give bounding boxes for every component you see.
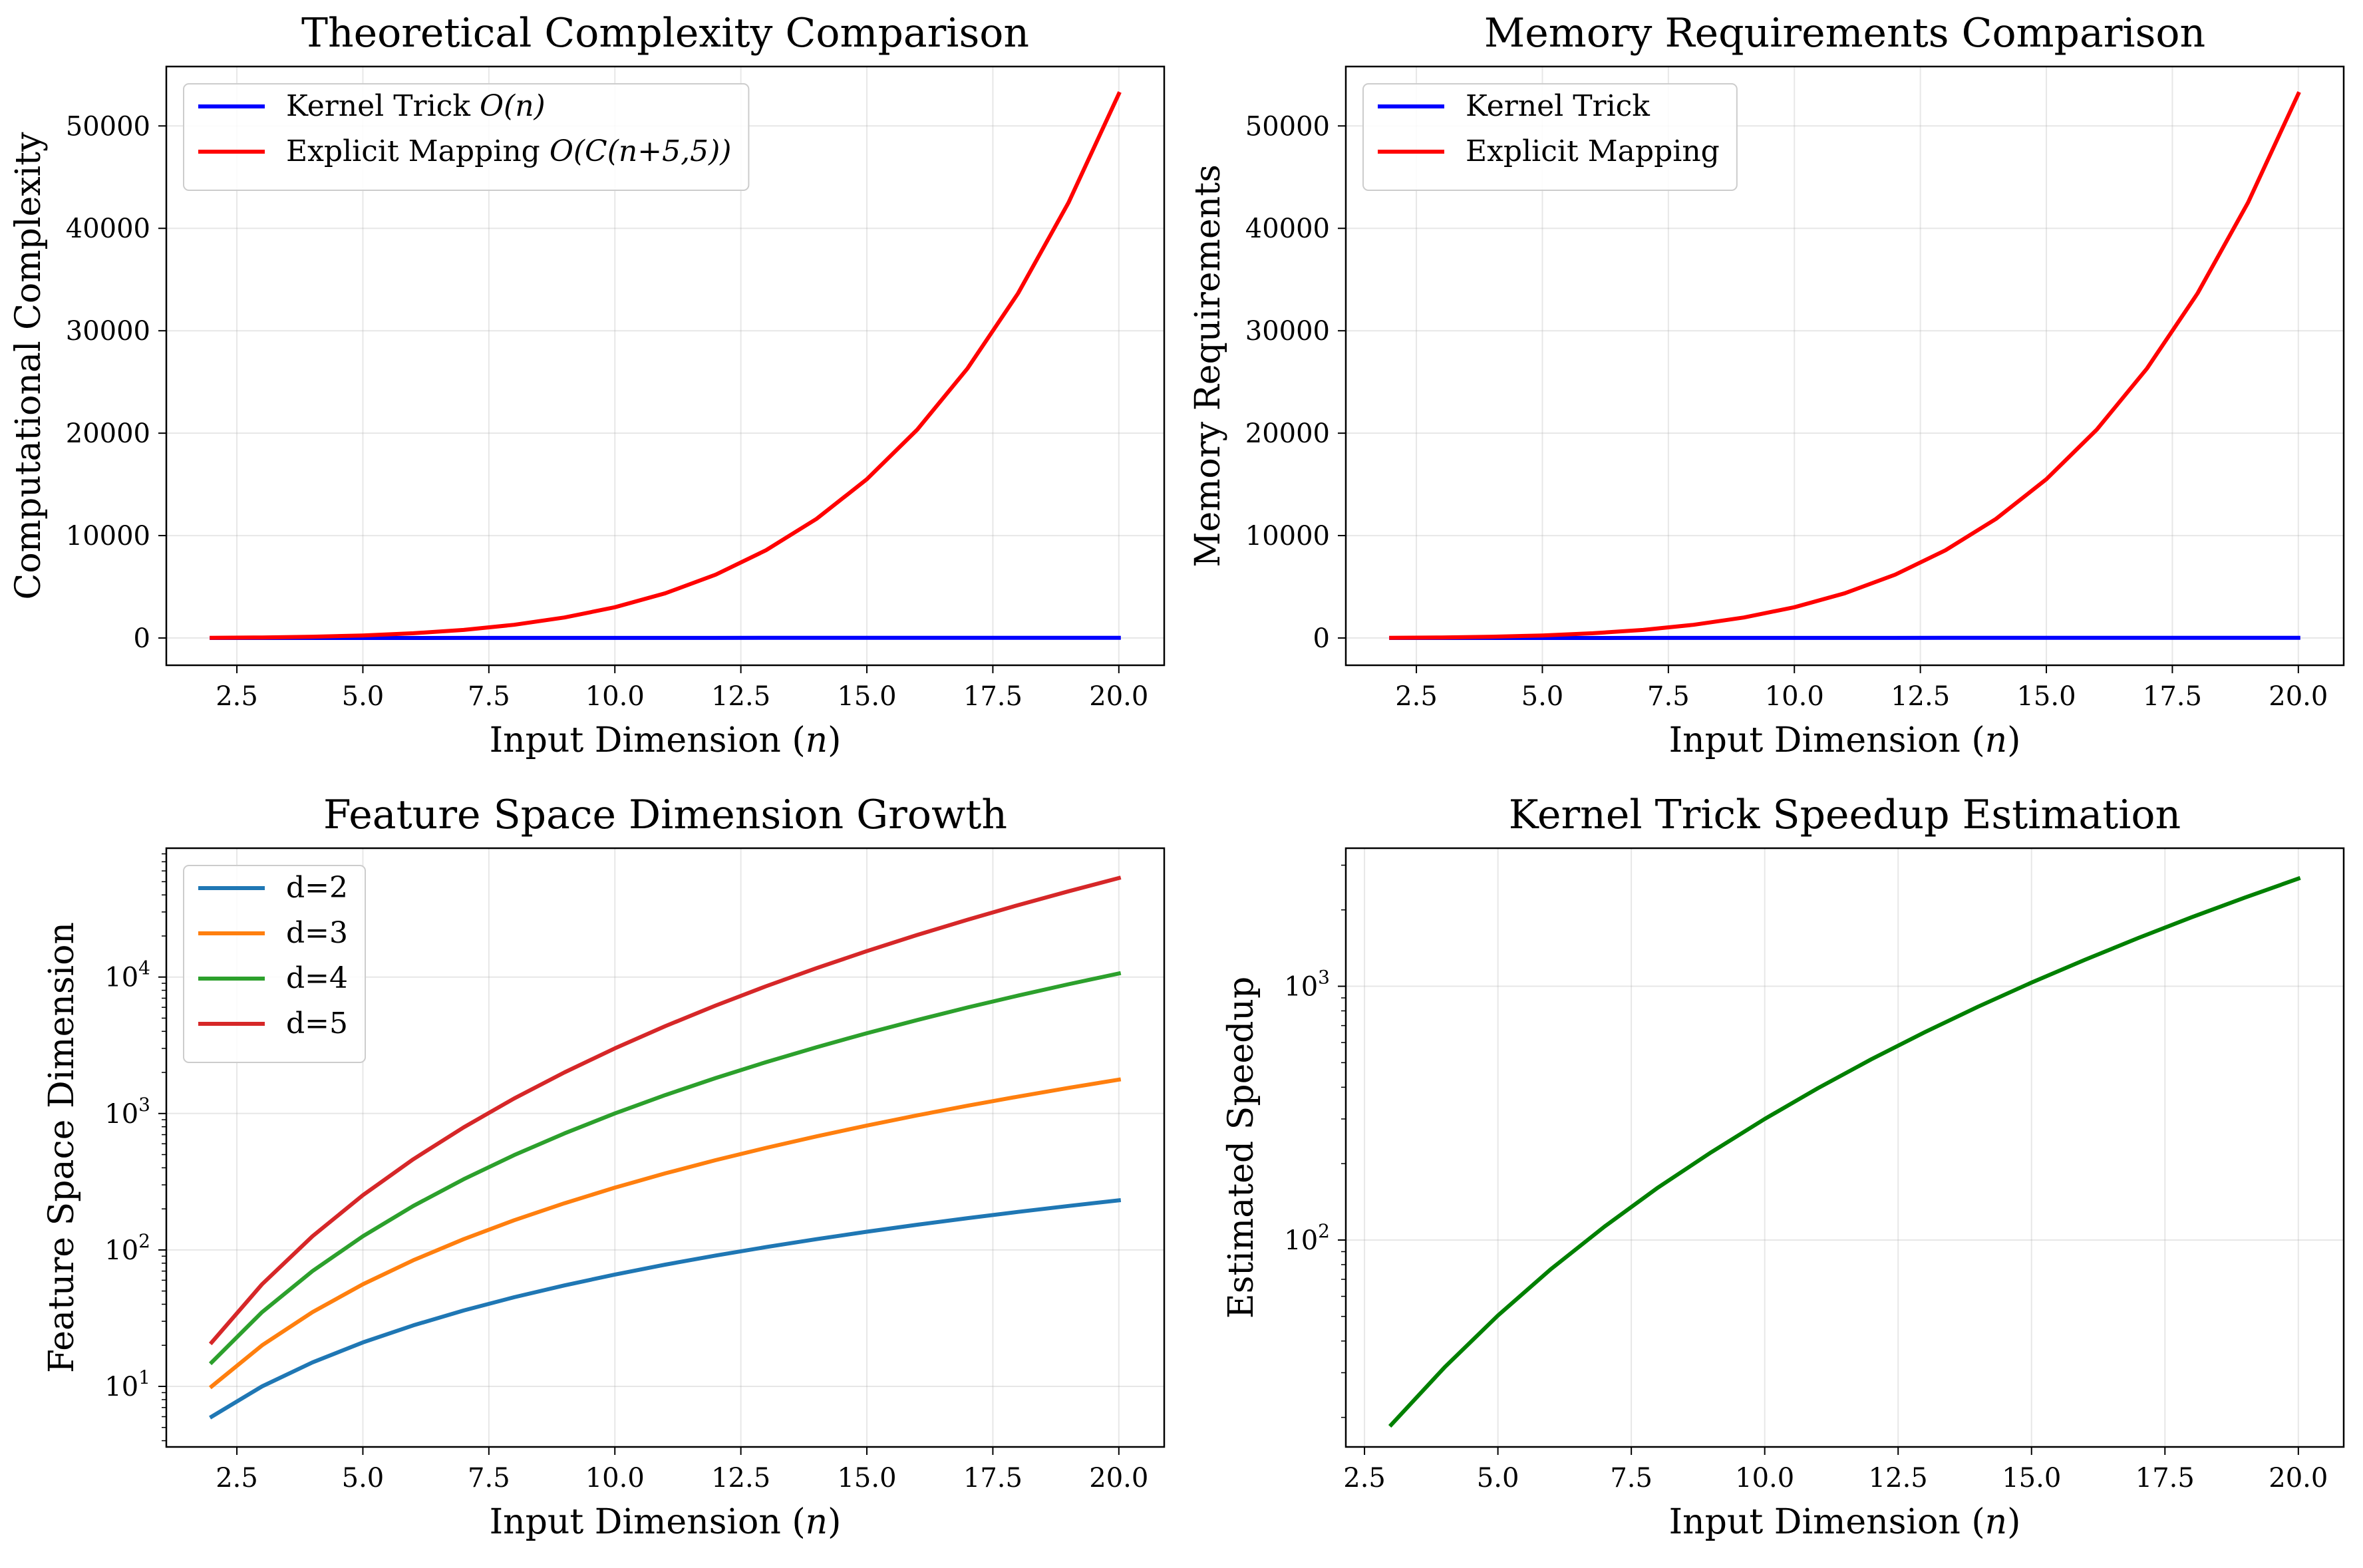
series-line-1 bbox=[1391, 879, 2298, 1425]
x-tick-label: 10.0 bbox=[1765, 681, 1824, 712]
x-tick-label: 20.0 bbox=[1089, 1463, 1148, 1493]
x-tick-label: 17.5 bbox=[2135, 1463, 2195, 1493]
x-tick-label: 7.5 bbox=[468, 681, 510, 712]
y-axis-label: Estimated Speedup bbox=[1221, 977, 1261, 1319]
x-tick-label: 12.5 bbox=[1891, 681, 1950, 712]
x-tick-label: 12.5 bbox=[711, 681, 770, 712]
legend-entry: d=2 bbox=[286, 871, 348, 905]
x-tick-label: 12.5 bbox=[1869, 1463, 1928, 1493]
x-axis-label: Input Dimension (n) bbox=[490, 1502, 842, 1542]
y-axis-label: Memory Requirements bbox=[1188, 164, 1228, 567]
y-tick-label: 10000 bbox=[66, 521, 150, 551]
axes-frame bbox=[1346, 848, 2344, 1447]
x-tick-label: 2.5 bbox=[1343, 1463, 1386, 1493]
x-tick-label: 7.5 bbox=[468, 1463, 510, 1493]
x-tick-label: 2.5 bbox=[216, 681, 258, 712]
y-tick-label: 102 bbox=[104, 1230, 150, 1266]
x-tick-label: 12.5 bbox=[711, 1463, 770, 1493]
y-tick-label: 50000 bbox=[1245, 111, 1330, 142]
y-tick-label: 20000 bbox=[1245, 418, 1330, 449]
x-tick-label: 10.0 bbox=[585, 681, 645, 712]
x-tick-label: 5.0 bbox=[342, 681, 385, 712]
x-tick-label: 15.0 bbox=[2002, 1463, 2061, 1493]
x-tick-label: 7.5 bbox=[1647, 681, 1690, 712]
x-tick-label: 5.0 bbox=[1477, 1463, 1519, 1493]
legend-entry: Explicit Mapping O(C(n+5,5)) bbox=[286, 134, 731, 168]
series-line-1 bbox=[212, 1200, 1119, 1416]
x-tick-label: 5.0 bbox=[1521, 681, 1564, 712]
y-tick-label: 30000 bbox=[66, 316, 150, 347]
x-tick-label: 15.0 bbox=[837, 1463, 896, 1493]
y-tick-label: 101 bbox=[104, 1366, 150, 1402]
legend-entry: d=4 bbox=[286, 961, 348, 995]
y-tick-label: 30000 bbox=[1245, 316, 1330, 347]
y-tick-label: 103 bbox=[104, 1094, 150, 1130]
chart-title: Feature Space Dimension Growth bbox=[323, 792, 1007, 838]
legend-entry: d=3 bbox=[286, 916, 348, 950]
x-tick-label: 15.0 bbox=[837, 681, 896, 712]
x-tick-label: 20.0 bbox=[2269, 681, 2328, 712]
y-axis-label: Feature Space Dimension bbox=[42, 922, 82, 1373]
x-axis-label: Input Dimension (n) bbox=[1669, 720, 2021, 760]
legend-entry: Explicit Mapping bbox=[1466, 134, 1720, 168]
x-tick-label: 2.5 bbox=[216, 1463, 258, 1493]
chart-title: Theoretical Complexity Comparison bbox=[301, 10, 1029, 57]
y-tick-label: 0 bbox=[134, 623, 150, 654]
chart-title: Kernel Trick Speedup Estimation bbox=[1509, 792, 2181, 838]
legend-entry: d=5 bbox=[286, 1007, 348, 1040]
y-tick-label: 10000 bbox=[1245, 521, 1330, 551]
y-tick-label: 103 bbox=[1284, 967, 1330, 1003]
y-tick-label: 50000 bbox=[66, 111, 150, 142]
x-tick-label: 20.0 bbox=[1089, 681, 1148, 712]
y-tick-label: 104 bbox=[104, 957, 150, 993]
chart-panel-2: 2.5 5.0 7.5 10.0 12.5 15.0 17.5 20.0 0 10000 20000… bbox=[1188, 10, 2344, 760]
x-tick-label: 17.5 bbox=[2143, 681, 2202, 712]
x-tick-label: 2.5 bbox=[1395, 681, 1438, 712]
chart-panel-4: 2.5 5.0 7.5 10.0 12.5 15.0 17.5 20.0 102 103 Kerne… bbox=[1221, 792, 2344, 1542]
x-tick-label: 10.0 bbox=[1735, 1463, 1794, 1493]
x-tick-label: 7.5 bbox=[1610, 1463, 1653, 1493]
x-tick-label: 15.0 bbox=[2016, 681, 2076, 712]
y-tick-label: 102 bbox=[1284, 1220, 1330, 1256]
y-tick-label: 40000 bbox=[1245, 214, 1330, 244]
x-tick-label: 20.0 bbox=[2269, 1463, 2328, 1493]
legend-entry: Kernel Trick bbox=[1466, 89, 1650, 123]
chart-panel-3: 2.5 5.0 7.5 10.0 12.5 15.0 17.5 20.0 101 102 103 10… bbox=[42, 792, 1164, 1542]
legend-entry: Kernel Trick O(n) bbox=[286, 89, 546, 123]
x-tick-label: 17.5 bbox=[963, 1463, 1023, 1493]
x-axis-label: Input Dimension (n) bbox=[490, 720, 842, 760]
y-tick-label: 20000 bbox=[66, 418, 150, 449]
chart-panel-1: 2.5 5.0 7.5 10.0 12.5 15.0 17.5 20.0 0 10000 20000… bbox=[9, 10, 1164, 760]
y-tick-label: 40000 bbox=[66, 214, 150, 244]
series-line-2 bbox=[212, 1080, 1119, 1386]
legend: Kernel Trick O(n) Explicit Mapping O(C(n+… bbox=[184, 84, 748, 190]
x-tick-label: 17.5 bbox=[963, 681, 1023, 712]
x-tick-label: 10.0 bbox=[585, 1463, 645, 1493]
x-axis-label: Input Dimension (n) bbox=[1669, 1502, 2021, 1542]
x-tick-label: 5.0 bbox=[342, 1463, 385, 1493]
plot-area bbox=[1391, 879, 2298, 1425]
y-axis-label: Computational Complexity bbox=[9, 132, 49, 600]
legend: Kernel Trick Explicit Mapping bbox=[1363, 84, 1737, 190]
y-tick-label: 0 bbox=[1313, 623, 1330, 654]
chart-title: Memory Requirements Comparison bbox=[1484, 10, 2205, 57]
legend: d=2 d=3 d=4 d=5 bbox=[184, 865, 365, 1062]
